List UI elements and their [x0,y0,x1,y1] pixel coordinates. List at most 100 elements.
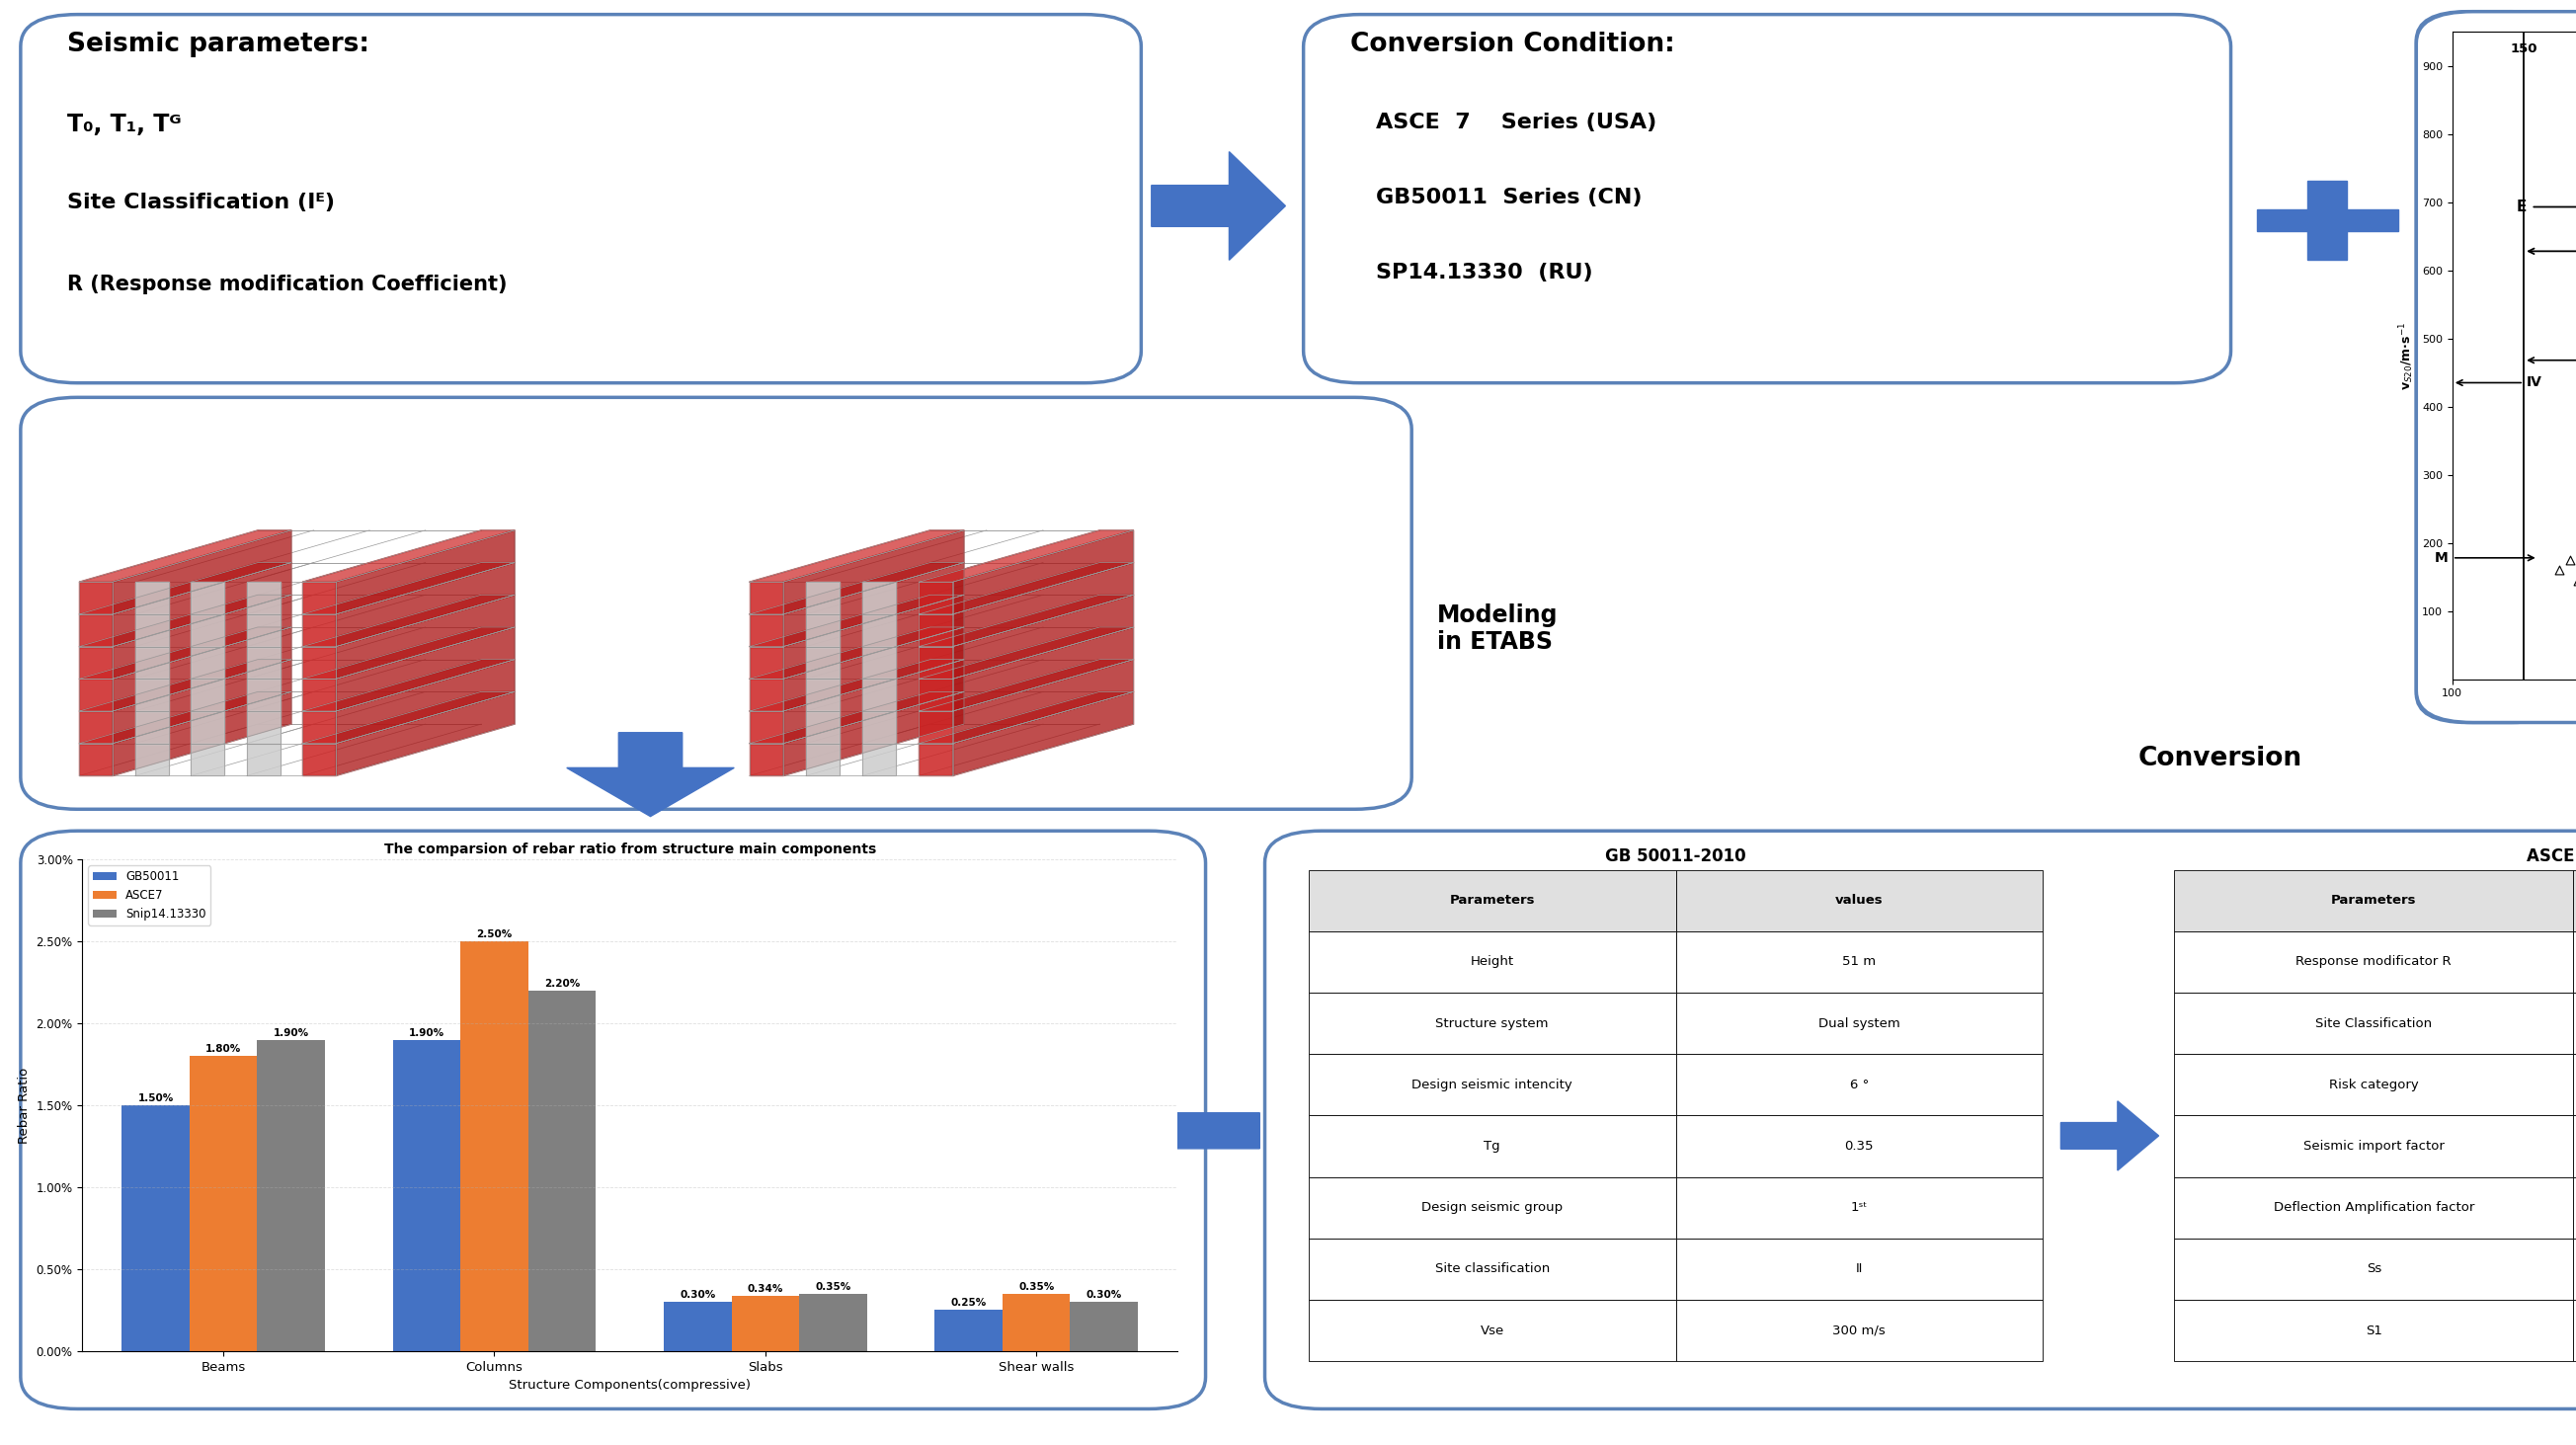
Polygon shape [301,711,335,743]
Polygon shape [750,562,963,614]
Polygon shape [134,582,167,614]
Polygon shape [783,627,963,711]
Polygon shape [301,582,335,614]
Polygon shape [750,530,963,582]
Text: Conversion: Conversion [2138,746,2303,772]
Polygon shape [80,646,113,679]
Polygon shape [783,659,963,743]
Polygon shape [335,595,515,679]
Text: 150: 150 [2509,42,2537,55]
Polygon shape [335,530,515,614]
Polygon shape [191,679,224,711]
Polygon shape [920,530,1133,582]
Polygon shape [920,582,953,614]
Polygon shape [1151,152,1285,260]
Polygon shape [863,711,896,743]
Polygon shape [953,530,1133,614]
Ⅲ 类 [2558,569,2576,592]
Polygon shape [301,595,515,646]
Polygon shape [247,582,281,614]
Polygon shape [335,659,515,743]
Bar [258,1040,325,1351]
Polygon shape [191,582,224,614]
Text: 0.34%: 0.34% [747,1283,783,1293]
Polygon shape [783,692,963,776]
Polygon shape [783,530,963,614]
Polygon shape [863,614,896,646]
Polygon shape [191,743,224,776]
Polygon shape [335,562,515,646]
Polygon shape [750,743,783,776]
Polygon shape [80,614,113,646]
Polygon shape [920,743,953,776]
Polygon shape [750,692,963,743]
Polygon shape [113,627,291,711]
Text: 2.20%: 2.20% [544,978,580,988]
Text: E: E [2517,199,2527,214]
Polygon shape [750,595,963,646]
Polygon shape [783,562,963,646]
Bar [528,991,595,1351]
Polygon shape [134,679,167,711]
Polygon shape [134,711,167,743]
Text: 1.90%: 1.90% [273,1027,309,1038]
Bar [935,1311,1002,1351]
Text: 2.50%: 2.50% [477,929,513,939]
Text: 0.30%: 0.30% [1087,1290,1123,1300]
Polygon shape [750,659,963,711]
Polygon shape [80,595,291,646]
Ⅲ 类 [2550,548,2576,571]
Text: M: M [2434,551,2447,565]
Polygon shape [113,659,291,743]
Polygon shape [783,595,963,679]
Polygon shape [80,659,291,711]
Polygon shape [920,627,1133,679]
Polygon shape [863,743,896,776]
Polygon shape [335,627,515,711]
Bar [461,942,528,1351]
Polygon shape [247,711,281,743]
Polygon shape [750,582,783,614]
Bar [191,1056,258,1351]
Polygon shape [806,711,840,743]
Polygon shape [920,711,953,743]
Polygon shape [191,711,224,743]
Text: Site Classification (Iᴱ): Site Classification (Iᴱ) [67,192,335,212]
Text: GB50011  Series (CN): GB50011 Series (CN) [1376,188,1641,208]
Polygon shape [953,692,1133,776]
Polygon shape [750,627,963,679]
Bar [1069,1302,1139,1351]
Text: 0.35%: 0.35% [814,1282,850,1292]
Legend: GB50011, ASCE7, Snip14.13330: GB50011, ASCE7, Snip14.13330 [88,866,211,925]
Polygon shape [2308,181,2347,260]
Polygon shape [301,679,335,711]
Polygon shape [247,743,281,776]
Polygon shape [80,711,113,743]
Text: Conversion Condition:: Conversion Condition: [1350,32,1674,58]
Polygon shape [113,562,291,646]
Polygon shape [134,743,167,776]
Polygon shape [301,530,515,582]
Polygon shape [920,562,1133,614]
Bar [392,1040,461,1351]
Polygon shape [301,562,515,614]
Text: R (Response modification Coefficient): R (Response modification Coefficient) [67,275,507,295]
Polygon shape [80,679,113,711]
Polygon shape [80,692,291,743]
X-axis label: Structure Components(compressive): Structure Components(compressive) [510,1379,750,1392]
Polygon shape [134,646,167,679]
Y-axis label: v$_{S20}$/m·s$^{-1}$: v$_{S20}$/m·s$^{-1}$ [2398,321,2416,390]
Polygon shape [806,743,840,776]
Polygon shape [80,582,113,614]
Ⅱ 类 [2568,497,2576,520]
Polygon shape [920,646,953,679]
Bar [121,1105,191,1351]
Polygon shape [920,614,953,646]
Polygon shape [953,595,1133,679]
Polygon shape [113,595,291,679]
Text: Seismic parameters:: Seismic parameters: [67,32,368,58]
Text: SP14.13330  (RU): SP14.13330 (RU) [1376,263,1592,283]
Polygon shape [301,692,515,743]
Polygon shape [863,646,896,679]
Polygon shape [750,679,783,711]
